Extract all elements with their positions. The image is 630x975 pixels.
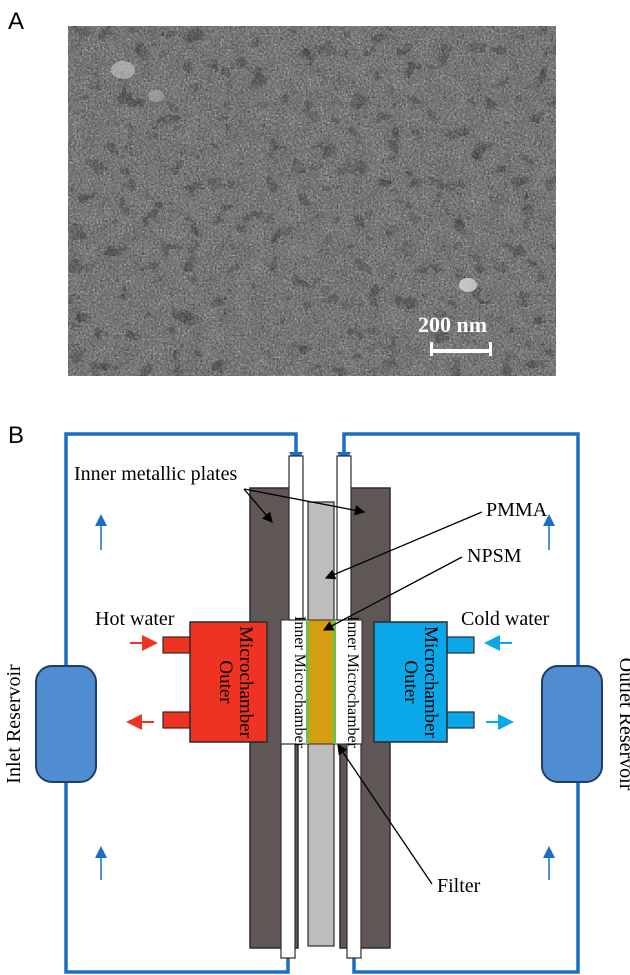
scale-bar-label: 200 nm bbox=[418, 312, 487, 337]
cold-chamber-label-1: Outer bbox=[400, 660, 421, 704]
hot-inlet-port bbox=[162, 636, 194, 654]
left-outlet-tube bbox=[280, 743, 296, 959]
cold-inlet-port bbox=[443, 636, 475, 654]
inlet-reservoir-label: Inlet Reservoir bbox=[3, 664, 25, 784]
outlet-reservoir-label: Outlet Reservoir bbox=[615, 658, 630, 791]
cold-outer-microchamber bbox=[373, 621, 448, 743]
plates-leader-right bbox=[243, 488, 366, 516]
npsm-leader bbox=[322, 556, 463, 631]
inner-chamber-label-left: Inner Microchamber bbox=[291, 616, 308, 749]
left-inlet-tube bbox=[288, 455, 304, 621]
inner-metallic-plates-label: Inner metallic plates bbox=[74, 463, 237, 485]
npsm-membrane bbox=[307, 619, 335, 745]
hot-water-label: Hot water bbox=[95, 608, 175, 630]
hot-outer-microchamber bbox=[189, 621, 268, 743]
right-outlet-tube bbox=[346, 743, 362, 959]
panel-a-letter: A bbox=[8, 8, 25, 35]
npsm-label: NPSM bbox=[467, 545, 522, 567]
filter-right bbox=[333, 620, 336, 744]
right-inlet-tube bbox=[336, 455, 352, 621]
plates-leader-left bbox=[243, 488, 273, 523]
hot-chamber-label-1: Outer bbox=[215, 660, 236, 704]
inlet-reservoir bbox=[35, 665, 97, 783]
pmma-leader bbox=[324, 511, 483, 580]
left-inner-microchamber bbox=[280, 619, 309, 745]
filter-leader bbox=[337, 743, 433, 885]
outlet-reservoir bbox=[541, 665, 603, 783]
cold-water-label: Cold water bbox=[461, 608, 550, 630]
cold-chamber-label-2: Microchamber bbox=[420, 626, 441, 739]
filter-left bbox=[306, 620, 309, 744]
pmma-label: PMMA bbox=[486, 499, 548, 521]
microchamber-diagram: Inlet Reservoir Outlet Reservoir Outer M… bbox=[3, 432, 630, 974]
hot-outlet-port bbox=[162, 711, 194, 729]
filter-label: Filter bbox=[437, 875, 481, 897]
inner-chamber-label-right: Inner Microchamber bbox=[344, 616, 361, 749]
sem-micrograph: 200 nm bbox=[68, 26, 556, 376]
hot-chamber-label-2: Microchamber bbox=[235, 626, 256, 739]
scale-bar bbox=[430, 349, 492, 353]
panel-b-letter: B bbox=[8, 422, 25, 449]
cold-outlet-port bbox=[443, 711, 475, 729]
